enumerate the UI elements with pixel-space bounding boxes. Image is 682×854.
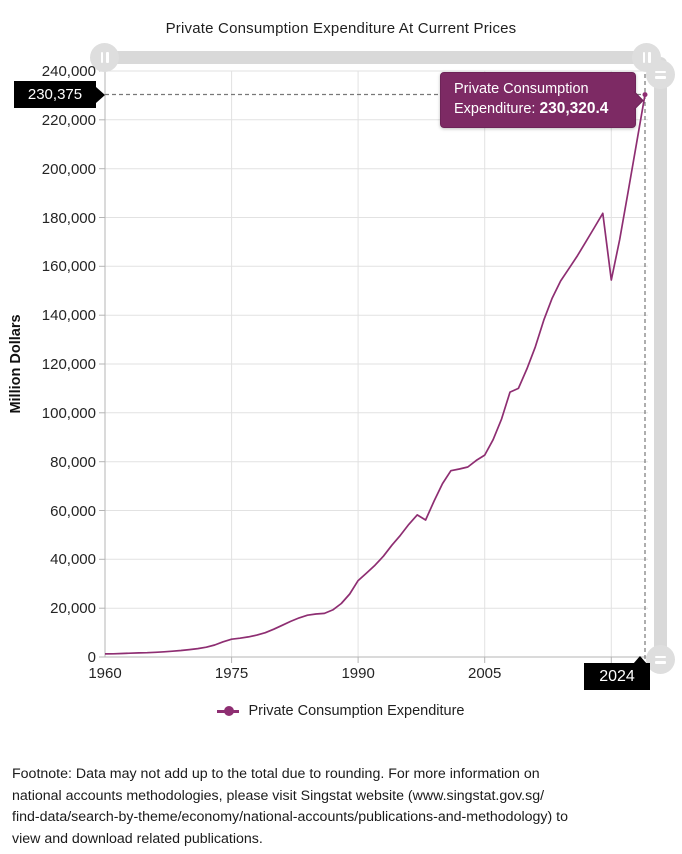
x-axis-tick-label: 2005	[468, 665, 502, 682]
tooltip-label: Private Consumption Expenditure:	[454, 81, 589, 117]
y-value-callout: 230,375	[14, 81, 105, 108]
y-axis-tick-label: 20,000	[50, 600, 96, 618]
y-range-slider-track[interactable]	[654, 57, 667, 672]
slider-grip-icon	[642, 52, 651, 63]
chart-plot-area[interactable]	[0, 0, 682, 700]
y-axis-tick-label: 100,000	[41, 404, 96, 422]
footnote-text: Footnote: Data may not add up to the tot…	[12, 766, 568, 847]
legend-line-marker-icon	[217, 706, 240, 716]
series-line[interactable]	[104, 94, 646, 655]
tooltip-value: 230,320.4	[539, 100, 609, 117]
x-range-slider-track[interactable]	[96, 51, 654, 64]
y-axis-title: Million Dollars	[8, 314, 24, 414]
x-range-slider-left-handle[interactable]	[90, 43, 119, 72]
callout-arrow-icon	[633, 656, 647, 664]
y-axis-tick-label: 220,000	[41, 111, 96, 129]
y-axis-tick-label: 180,000	[41, 209, 96, 227]
x-axis-tick-label: 1960	[88, 665, 122, 682]
y-axis-tick-label: 0	[87, 649, 96, 666]
y-axis-tick-label: 160,000	[41, 258, 96, 276]
y-axis-tick-label: 80,000	[50, 453, 96, 471]
chart-title: Private Consumption Expenditure At Curre…	[165, 20, 517, 37]
y-axis-tick-label: 240,000	[41, 63, 96, 80]
y-range-slider-top-handle[interactable]	[646, 60, 675, 89]
series-end-point[interactable]	[642, 92, 648, 98]
x-axis-tick-label: 1990	[341, 665, 375, 682]
y-range-slider-bottom-handle[interactable]	[646, 645, 675, 674]
legend: Private Consumption Expenditure	[0, 703, 682, 719]
legend-item-label[interactable]: Private Consumption Expenditure	[248, 703, 465, 719]
x-value-callout: 2024	[584, 656, 650, 690]
x-axis-tick-label: 1975	[214, 665, 249, 682]
y-axis-tick-label: 120,000	[41, 356, 96, 373]
y-axis-tick-label: 40,000	[50, 551, 96, 569]
y-axis-tick-label: 140,000	[41, 307, 96, 325]
slider-grip-icon	[655, 655, 666, 664]
y-axis-tick-label: 60,000	[50, 502, 96, 520]
y-axis-tick-label: 200,000	[41, 160, 96, 178]
x-range-slider-right-handle[interactable]	[632, 43, 661, 72]
series-tooltip: Private Consumption Expenditure: 230,320…	[440, 72, 644, 128]
callout-arrow-icon	[96, 86, 105, 103]
slider-grip-icon	[100, 52, 109, 63]
slider-grip-icon	[655, 70, 666, 79]
